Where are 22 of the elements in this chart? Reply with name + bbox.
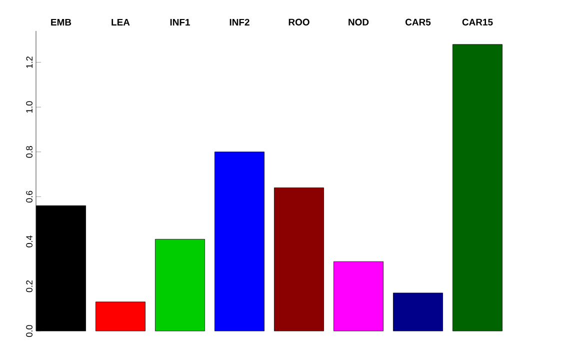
bar xyxy=(334,261,384,332)
bar xyxy=(214,152,264,332)
x-tick-label: EMB xyxy=(51,18,72,26)
x-tick-label: LEA xyxy=(112,18,130,26)
y-tick-label: 1.2 xyxy=(26,56,32,68)
bar xyxy=(155,239,205,332)
x-tick-label: ROO xyxy=(288,18,310,26)
y-tick-label: 0.4 xyxy=(26,235,32,248)
bar xyxy=(96,302,146,332)
y-tick-label: 0.8 xyxy=(26,146,32,158)
x-tick-label: CAR5 xyxy=(406,18,431,26)
x-tick-label: CAR15 xyxy=(462,18,493,26)
y-tick-label: 0.6 xyxy=(26,190,32,203)
y-tick-label: 1.0 xyxy=(26,101,32,113)
bar xyxy=(393,292,443,332)
x-tick-label: INF1 xyxy=(170,18,190,26)
x-tick-label: NOD xyxy=(348,18,369,26)
y-tick-label: 0.2 xyxy=(26,280,32,292)
bar xyxy=(452,44,502,332)
y-tick-label: 0.0 xyxy=(26,325,32,337)
x-tick-label: INF2 xyxy=(230,18,250,26)
bar xyxy=(274,188,324,332)
